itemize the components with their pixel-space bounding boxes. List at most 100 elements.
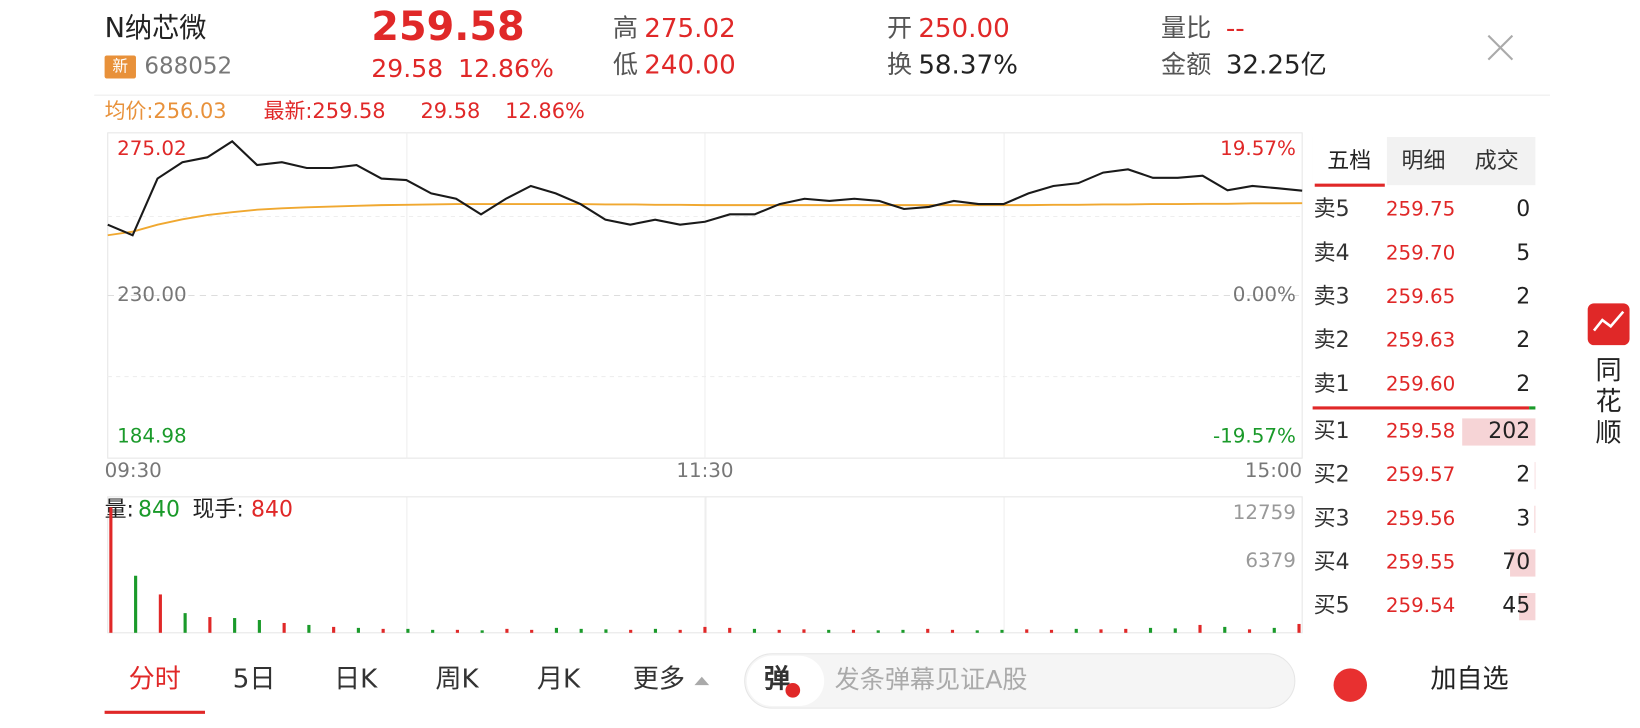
volume-bar — [183, 613, 187, 633]
order-price: 259.65 — [1386, 285, 1456, 308]
volume-bar — [530, 629, 534, 633]
volume-bar — [480, 630, 484, 633]
order-label: 买3 — [1314, 506, 1350, 531]
order-label: 买5 — [1314, 594, 1350, 619]
x-tick-label: 11:30 — [676, 459, 733, 482]
volume-bar — [431, 629, 435, 633]
volume-bar — [1099, 629, 1103, 633]
volume-bar — [777, 629, 781, 633]
y-tick-label: 12759 — [1233, 501, 1296, 524]
order-price: 259.58 — [1386, 419, 1456, 442]
volume-depth-bar — [1519, 593, 1536, 621]
app-name[interactable]: 花 — [1596, 387, 1622, 417]
volume-bar — [1000, 629, 1004, 633]
tab[interactable]: 成交 — [1475, 149, 1519, 174]
hand-value: 840 — [251, 497, 293, 522]
price-line — [107, 139, 1303, 237]
order-label: 卖2 — [1314, 328, 1350, 353]
volume-bar — [381, 628, 385, 633]
volume-bar — [926, 628, 930, 633]
volume-bar — [975, 630, 979, 633]
volume-bar — [1198, 624, 1202, 633]
close-button[interactable] — [1487, 34, 1514, 61]
volume-bar — [827, 629, 831, 633]
volume-bar — [1223, 626, 1227, 633]
open: 250.00 — [918, 14, 1009, 44]
volume-bar — [579, 628, 583, 633]
turnover: 58.37% — [918, 50, 1018, 80]
order-price: 259.57 — [1386, 463, 1456, 486]
more-arrow — [694, 676, 710, 686]
volume-bar — [257, 620, 261, 633]
bottom-tab[interactable]: 周K — [435, 664, 479, 694]
y2-tick-label: -19.57% — [1213, 425, 1296, 448]
volume-bar — [604, 629, 608, 633]
order-label: 买2 — [1314, 463, 1350, 488]
tab[interactable]: 明细 — [1402, 149, 1446, 174]
turnover-label: 换 — [887, 50, 912, 79]
volume-bar — [752, 628, 757, 633]
volume-bar — [1247, 629, 1252, 633]
volume-bar — [134, 575, 138, 633]
danmaku-input[interactable] — [744, 653, 1296, 709]
y2-tick-label: 0.00% — [1233, 283, 1296, 306]
volume-bar — [876, 630, 880, 633]
order-volume: 2 — [1516, 372, 1530, 397]
order-volume: 2 — [1516, 463, 1530, 488]
volume-bar — [1297, 623, 1301, 633]
bottom-tab[interactable]: 日K — [334, 664, 378, 694]
volume-depth-bar — [1534, 462, 1536, 490]
volume-depth-bar — [1534, 505, 1536, 533]
last-price: 259.58 — [371, 4, 524, 50]
amount-label: 金额 — [1161, 50, 1211, 79]
volume-bar — [356, 627, 360, 633]
low-label: 低 — [613, 50, 638, 79]
bottom-tab[interactable]: 月K — [537, 664, 581, 694]
bottom-tab[interactable]: 5日 — [233, 664, 276, 694]
volume-bar — [802, 629, 806, 633]
order-price: 259.75 — [1386, 198, 1456, 221]
order-volume: 70 — [1502, 550, 1530, 575]
volume-bar — [455, 629, 459, 633]
order-volume: 45 — [1502, 594, 1530, 619]
bottom-tab[interactable]: 分时 — [129, 664, 181, 694]
high-label: 高 — [613, 13, 638, 42]
volume-bar — [629, 629, 633, 633]
order-volume: 2 — [1516, 285, 1530, 310]
danmaku-badge — [785, 683, 801, 698]
order-volume: 5 — [1516, 241, 1530, 266]
order-label: 买4 — [1314, 550, 1350, 575]
volume-label: 量: — [105, 497, 134, 522]
volume-bar — [332, 626, 336, 633]
new-tag-bg — [104, 55, 136, 79]
volume-bar — [1173, 628, 1177, 633]
change-pct: 12.86% — [458, 54, 554, 83]
stock-code: 688052 — [144, 53, 232, 79]
order-volume: 2 — [1516, 328, 1530, 353]
record-button[interactable] — [1333, 668, 1368, 702]
volume-bar — [901, 629, 905, 633]
volume-bar — [109, 507, 113, 633]
app-name[interactable]: 顺 — [1596, 419, 1622, 449]
order-price: 259.60 — [1386, 372, 1456, 395]
order-label: 卖4 — [1314, 241, 1350, 266]
volume-bar — [678, 629, 682, 633]
order-label: 买1 — [1314, 419, 1350, 444]
order-volume: 202 — [1488, 419, 1530, 444]
app-name[interactable]: 同 — [1596, 356, 1622, 386]
add-watch[interactable]: 加自选 — [1430, 664, 1508, 694]
app-icon-glyph — [1592, 310, 1625, 332]
y-tick-label: 230.00 — [117, 283, 187, 306]
order-label: 卖5 — [1314, 197, 1350, 222]
order-label: 卖3 — [1314, 285, 1350, 310]
ratio-label: 量比 — [1161, 13, 1211, 42]
change: 29.58 — [371, 54, 443, 83]
order-price: 259.63 — [1386, 329, 1456, 352]
bottom-tab[interactable]: 更多 — [633, 664, 685, 694]
volume-bar — [950, 629, 955, 633]
volume-bar — [233, 618, 237, 633]
x-tick-label: 15:00 — [1245, 459, 1302, 482]
danmaku-placeholder: 发条弹幕见证A股 — [835, 665, 1028, 694]
tab[interactable]: 五档 — [1327, 149, 1371, 174]
